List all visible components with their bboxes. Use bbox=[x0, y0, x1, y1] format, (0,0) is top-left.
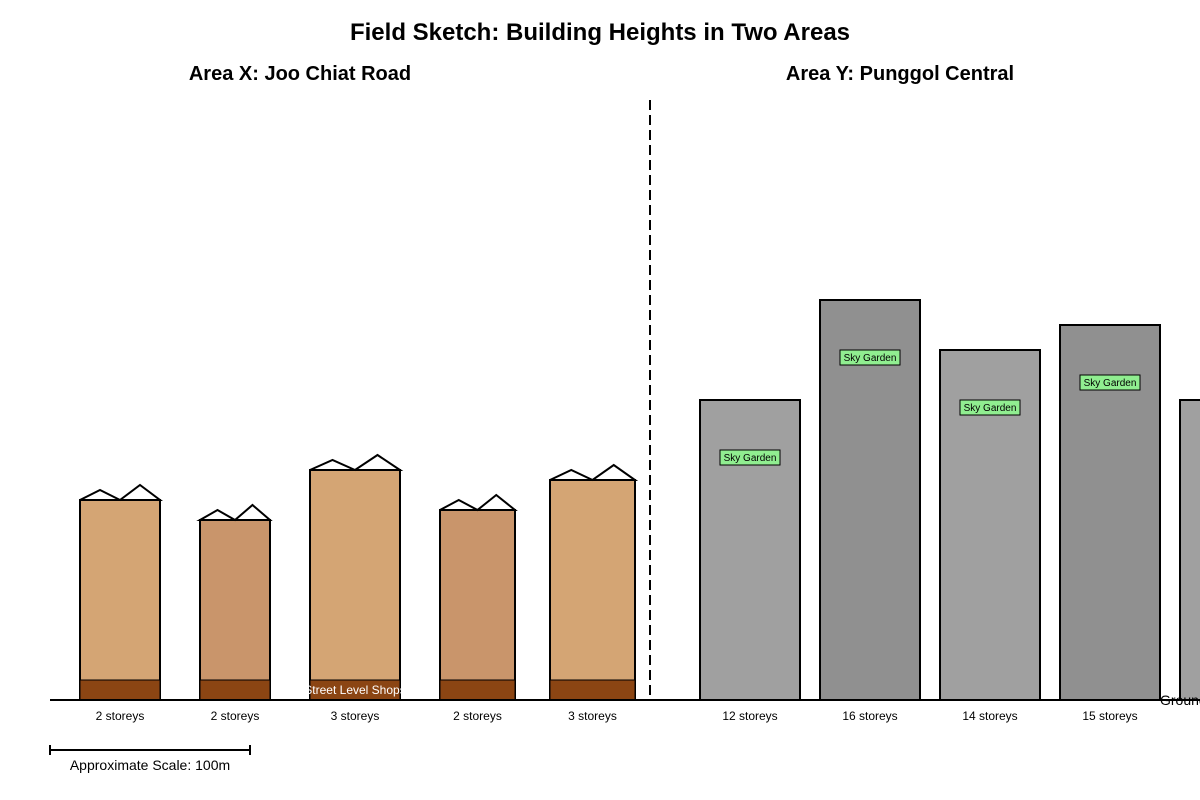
roof-icon bbox=[309, 453, 404, 472]
storey-label: 16 storeys bbox=[842, 709, 897, 723]
shophouse-body bbox=[549, 479, 636, 701]
tower-2: Sky Garden 16 storeys bbox=[819, 299, 921, 723]
shophouse-body bbox=[79, 499, 161, 701]
storey-label: 2 storeys bbox=[453, 709, 502, 723]
shop-label: Street Level Shops bbox=[304, 683, 405, 697]
area-x-buildings: 2 storeys 2 storeys Street Level Shops 3 st… bbox=[79, 453, 639, 723]
tower-1: Sky Garden 12 storeys bbox=[699, 399, 801, 723]
shophouse-3: Street Level Shops 3 storeys bbox=[304, 453, 406, 723]
shophouse-body bbox=[199, 519, 271, 701]
sky-garden bbox=[719, 449, 781, 466]
shop-band bbox=[549, 679, 636, 701]
storey-label: 3 storeys bbox=[331, 709, 380, 723]
storey-label: 3 storeys bbox=[568, 709, 617, 723]
storey-label: 2 storeys bbox=[96, 709, 145, 723]
shophouse-5: 3 storeys bbox=[549, 463, 639, 723]
shophouse-4: 2 storeys bbox=[439, 493, 518, 723]
shop-band bbox=[439, 679, 516, 701]
roof-icon bbox=[439, 493, 518, 512]
shop-band bbox=[79, 679, 161, 701]
sky-garden bbox=[1079, 374, 1141, 391]
storey-label: 12 storeys bbox=[722, 709, 777, 723]
scale-bar: Approximate Scale: 100m bbox=[49, 745, 251, 773]
tower-3: Sky Garden 14 storeys bbox=[939, 349, 1041, 723]
shophouse-body bbox=[439, 509, 516, 701]
storey-label: 2 storeys bbox=[211, 709, 260, 723]
shophouse-body bbox=[309, 469, 401, 701]
shophouse-2: 2 storeys bbox=[196, 503, 273, 723]
tower-body bbox=[699, 399, 801, 701]
area-x-title: Area X: Joo Chiat Road bbox=[189, 63, 411, 85]
roof-icon bbox=[549, 463, 639, 482]
page-title: Field Sketch: Building Heights in Two Ar… bbox=[350, 19, 850, 46]
sky-garden bbox=[839, 349, 901, 366]
roof-icon bbox=[196, 503, 273, 522]
roof-icon bbox=[79, 483, 163, 502]
storey-label: 15 storeys bbox=[1082, 709, 1137, 723]
tower-4: Sky Garden 15 storeys bbox=[1059, 324, 1161, 723]
ground-label: Ground Level bbox=[1160, 692, 1200, 708]
sky-garden-label: Sky Garden bbox=[1084, 378, 1137, 389]
sky-garden bbox=[959, 399, 1021, 416]
shop-band bbox=[199, 679, 271, 701]
tower-5 bbox=[1179, 399, 1200, 701]
storey-label: 14 storeys bbox=[962, 709, 1017, 723]
sky-garden-label: Sky Garden bbox=[724, 453, 777, 464]
tower-body bbox=[1179, 399, 1200, 701]
area-y-buildings: Sky Garden 12 storeys Sky Garden 16 storeys… bbox=[699, 299, 1200, 723]
area-y-title: Area Y: Punggol Central bbox=[786, 63, 1014, 85]
sky-garden-label: Sky Garden bbox=[844, 353, 897, 364]
scale-label: Approximate Scale: 100m bbox=[70, 757, 230, 773]
shophouse-1: 2 storeys bbox=[79, 483, 163, 723]
sky-garden-label: Sky Garden bbox=[964, 403, 1017, 414]
